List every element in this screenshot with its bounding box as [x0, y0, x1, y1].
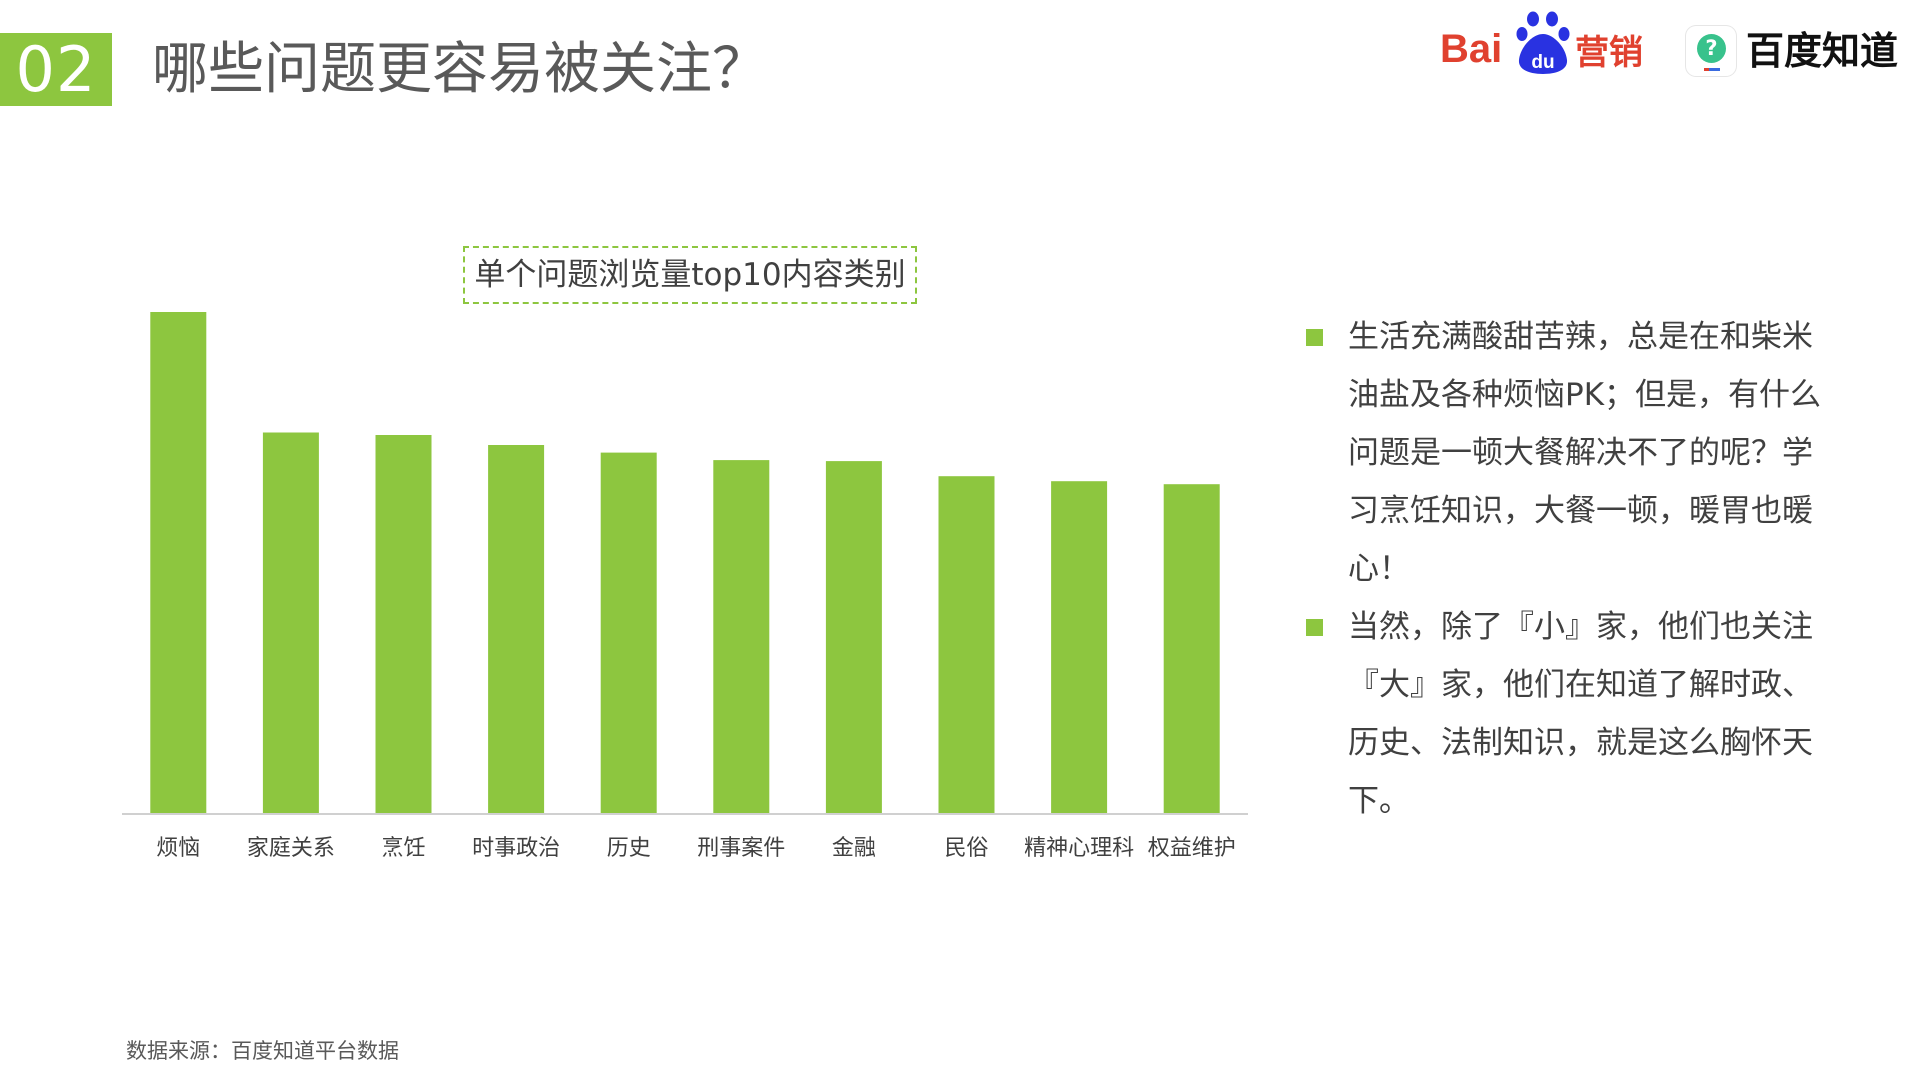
bar-chart: 烦恼 家庭关系 烹饪 时事政治 历史 刑事案件 金融 民俗 精神心理科 权益维护: [122, 312, 1248, 861]
bullet-square-icon: [1306, 329, 1323, 346]
x-tick-label: 烦恼: [156, 836, 200, 861]
bar-9: [1051, 481, 1108, 814]
bar-1: [150, 312, 207, 814]
bullet-list: 生活充满酸甜苦辣，总是在和柴米油盐及各种烦恼PK；但是，有什么问题是一顿大餐解决…: [1302, 308, 1822, 830]
x-tick-label: 金融: [832, 836, 876, 861]
bar-6: [713, 460, 770, 814]
zhidao-question-icon: ?: [1686, 26, 1736, 76]
bullet-text: 生活充满酸甜苦辣，总是在和柴米油盐及各种烦恼PK；但是，有什么问题是一顿大餐解决…: [1348, 319, 1822, 587]
x-tick-label: 时事政治: [472, 836, 560, 861]
page-title: 哪些问题更容易被关注？: [152, 37, 768, 102]
x-tick-label: 家庭关系: [247, 836, 335, 861]
baidu-marketing-logo: Bai du 营销: [1440, 11, 1643, 74]
bar-3: [375, 435, 432, 814]
bar-7: [825, 461, 882, 814]
bar-8: [938, 476, 995, 814]
zhidao-logo-name: 百度知道: [1746, 29, 1899, 73]
bullet-text: 当然，除了『小』家，他们也关注『大』家，他们在知道了解时政、历史、法制知识，就是…: [1348, 609, 1813, 819]
x-tick-label: 权益维护: [1148, 836, 1236, 861]
zhidao-icon-glyph: ?: [1697, 34, 1726, 63]
bar-5: [600, 452, 657, 814]
zhidao-icon-underline: [1704, 68, 1720, 71]
baidu-logo-letters: Bai: [1440, 27, 1502, 71]
baidu-logo-suffix: 营销: [1575, 33, 1643, 73]
data-source-note: 数据来源：百度知道平台数据: [126, 1039, 399, 1063]
zhidao-icon-underline-accent: [1704, 68, 1709, 71]
chart-title: 单个问题浏览量top10内容类别: [463, 246, 917, 304]
bar-10: [1163, 484, 1220, 814]
x-tick-label: 民俗: [944, 836, 988, 861]
section-number-badge: 02: [0, 33, 112, 106]
bar-4: [488, 445, 545, 814]
x-tick-label: 烹饪: [381, 836, 425, 861]
baidu-zhidao-logo: ? 百度知道: [1686, 26, 1900, 78]
x-tick-label: 精神心理科: [1024, 836, 1134, 861]
bullet-square-icon: [1306, 619, 1323, 636]
baidu-paw-text: du: [1531, 52, 1554, 73]
baidu-paw-icon: [1516, 11, 1570, 74]
bullet-item: 当然，除了『小』家，他们也关注『大』家，他们在知道了解时政、历史、法制知识，就是…: [1302, 598, 1822, 830]
bullet-item: 生活充满酸甜苦辣，总是在和柴米油盐及各种烦恼PK；但是，有什么问题是一顿大餐解决…: [1302, 308, 1822, 598]
x-tick-label: 历史: [607, 836, 651, 861]
x-tick-label: 刑事案件: [697, 836, 785, 861]
bar-2: [262, 432, 319, 814]
